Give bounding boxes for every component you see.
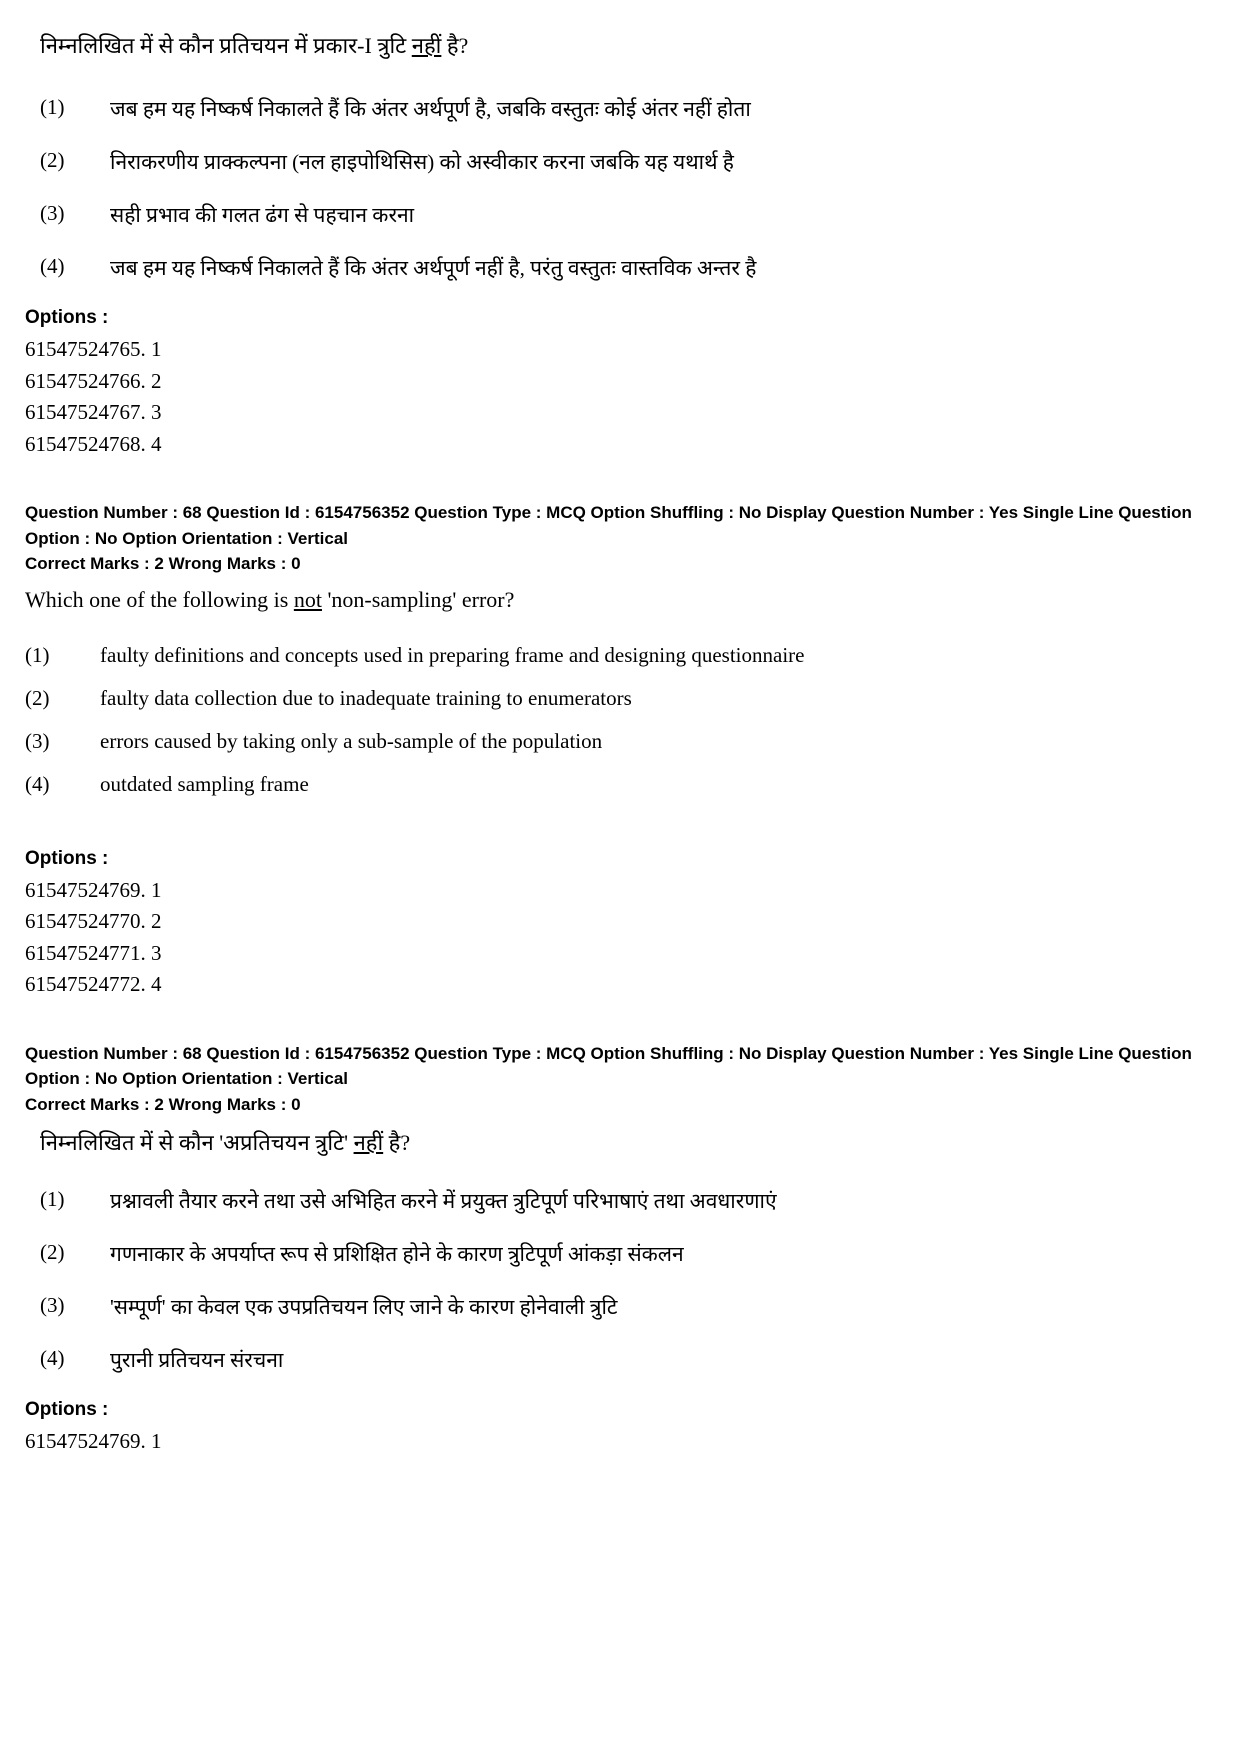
q3-choice-2: (2) गणनाकार के अपर्याप्त रूप से प्रशिक्ष… <box>40 1240 1215 1268</box>
q2-meta-line1: Question Number : 68 Question Id : 61547… <box>25 500 1215 551</box>
q3-options-header: Options : <box>25 1399 1215 1421</box>
choice-text: पुरानी प्रतिचयन संरचना <box>110 1346 1215 1374</box>
q2-stem-underlined: not <box>294 587 322 612</box>
choice-text: faulty data collection due to inadequate… <box>100 686 1215 711</box>
choice-text: errors caused by taking only a sub-sampl… <box>100 729 1215 754</box>
q2-meta-line2: Correct Marks : 2 Wrong Marks : 0 <box>25 551 1215 577</box>
choice-num: (2) <box>25 686 100 711</box>
q2-option-2: 61547524770. 2 <box>25 906 1215 938</box>
q2-choice-1: (1) faulty definitions and concepts used… <box>25 643 1215 668</box>
q1-choice-3: (3) सही प्रभाव की गलत ढंग से पहचान करना <box>40 201 1215 229</box>
q3-choice-1: (1) प्रश्नावली तैयार करने तथा उसे अभिहित… <box>40 1187 1215 1215</box>
choice-num: (2) <box>40 148 110 176</box>
q2-option-1: 61547524769. 1 <box>25 875 1215 907</box>
q1-choice-2: (2) निराकरणीय प्राक्कल्पना (नल हाइपोथिसि… <box>40 148 1215 176</box>
q2-choice-2: (2) faulty data collection due to inadeq… <box>25 686 1215 711</box>
q1-option-1: 61547524765. 1 <box>25 334 1215 366</box>
q2-option-3: 61547524771. 3 <box>25 938 1215 970</box>
choice-text: सही प्रभाव की गलत ढंग से पहचान करना <box>110 201 1215 229</box>
q1-choice-1: (1) जब हम यह निष्कर्ष निकालते हैं कि अंत… <box>40 95 1215 123</box>
choice-text: जब हम यह निष्कर्ष निकालते हैं कि अंतर अर… <box>110 254 1215 282</box>
choice-text: गणनाकार के अपर्याप्त रूप से प्रशिक्षित ह… <box>110 1240 1215 1268</box>
q3-stem-pre: निम्नलिखित में से कौन 'अप्रतिचयन त्रुटि' <box>40 1130 354 1155</box>
choice-text: जब हम यह निष्कर्ष निकालते हैं कि अंतर अर… <box>110 95 1215 123</box>
choice-text: outdated sampling frame <box>100 772 1215 797</box>
q2-stem-post: 'non-sampling' error? <box>322 587 514 612</box>
q2-options-header: Options : <box>25 848 1215 870</box>
q3-stem-post: है? <box>383 1130 410 1155</box>
q1-stem-post: है? <box>441 33 468 58</box>
choice-num: (1) <box>40 95 110 123</box>
choice-text: 'सम्पूर्ण' का केवल एक उपप्रतिचयन लिए जान… <box>110 1293 1215 1321</box>
q3-meta: Question Number : 68 Question Id : 61547… <box>25 1041 1215 1118</box>
q3-stem-underlined: नहीं <box>354 1130 384 1155</box>
q1-option-3: 61547524767. 3 <box>25 397 1215 429</box>
choice-text: प्रश्नावली तैयार करने तथा उसे अभिहित करन… <box>110 1187 1215 1215</box>
q2-stem: Which one of the following is not 'non-s… <box>25 587 1215 613</box>
q3-choice-3: (3) 'सम्पूर्ण' का केवल एक उपप्रतिचयन लिए… <box>40 1293 1215 1321</box>
q1-stem: निम्नलिखित में से कौन प्रतिचयन में प्रका… <box>40 30 1215 60</box>
choice-num: (4) <box>40 1346 110 1374</box>
choice-num: (3) <box>40 201 110 229</box>
q3-meta-line1: Question Number : 68 Question Id : 61547… <box>25 1041 1215 1092</box>
choice-num: (1) <box>40 1187 110 1215</box>
q2-choice-4: (4) outdated sampling frame <box>25 772 1215 797</box>
choice-num: (3) <box>40 1293 110 1321</box>
q1-stem-underlined: नहीं <box>412 33 442 58</box>
choice-num: (1) <box>25 643 100 668</box>
q1-stem-pre: निम्नलिखित में से कौन प्रतिचयन में प्रका… <box>40 33 412 58</box>
q3-option-1: 61547524769. 1 <box>25 1426 1215 1458</box>
choice-num: (2) <box>40 1240 110 1268</box>
choice-text: निराकरणीय प्राक्कल्पना (नल हाइपोथिसिस) क… <box>110 148 1215 176</box>
q2-stem-pre: Which one of the following is <box>25 587 294 612</box>
q1-options-header: Options : <box>25 307 1215 329</box>
choice-num: (4) <box>40 254 110 282</box>
q3-stem: निम्नलिखित में से कौन 'अप्रतिचयन त्रुटि'… <box>40 1127 1215 1157</box>
q2-option-4: 61547524772. 4 <box>25 969 1215 1001</box>
q1-option-2: 61547524766. 2 <box>25 366 1215 398</box>
q3-choice-4: (4) पुरानी प्रतिचयन संरचना <box>40 1346 1215 1374</box>
q1-option-4: 61547524768. 4 <box>25 429 1215 461</box>
q1-choice-4: (4) जब हम यह निष्कर्ष निकालते हैं कि अंत… <box>40 254 1215 282</box>
choice-num: (3) <box>25 729 100 754</box>
q2-choice-3: (3) errors caused by taking only a sub-s… <box>25 729 1215 754</box>
choice-text: faulty definitions and concepts used in … <box>100 643 1215 668</box>
choice-num: (4) <box>25 772 100 797</box>
q2-meta: Question Number : 68 Question Id : 61547… <box>25 500 1215 577</box>
q3-meta-line2: Correct Marks : 2 Wrong Marks : 0 <box>25 1092 1215 1118</box>
